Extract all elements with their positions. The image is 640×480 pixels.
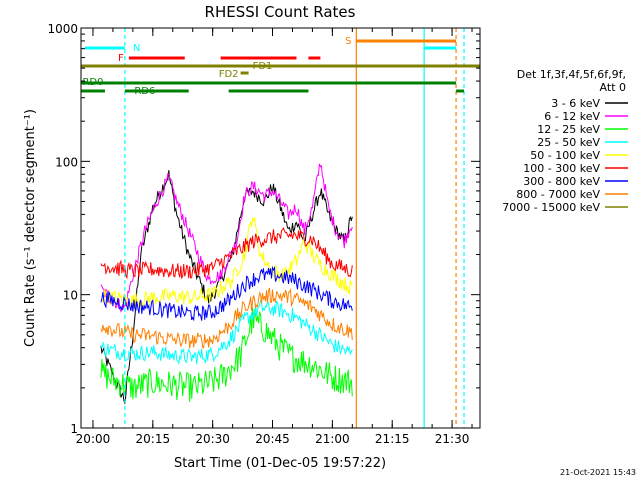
series-line-7 <box>100 265 353 322</box>
x-tick-label-1: 20:00 <box>76 432 111 446</box>
annotation-label-rd0: RD0 <box>82 77 103 88</box>
series-line-3 <box>100 307 353 402</box>
legend-label-8: 800 - 7000 keV <box>516 188 600 201</box>
annotation-label-fd2: FD2 <box>219 69 239 80</box>
axes-layer: 20:00 20:15 20:30 20:45 21:00 21:15 21:30 1 10 10… <box>47 22 481 446</box>
series-layer <box>100 163 353 404</box>
annotation-label-f: F <box>118 53 124 64</box>
annotation-label-fd1: FD1 <box>253 61 273 72</box>
series-line-4 <box>100 298 353 366</box>
y-tick-label-1: 1 <box>70 422 78 436</box>
chart-title: RHESSI Count Rates <box>205 3 356 21</box>
x-tick-label-2: 20:15 <box>136 432 171 446</box>
y-axis-label: Count Rate (s⁻¹ detector segment⁻¹) <box>23 109 38 347</box>
x-tick-label-7: 21:30 <box>435 432 470 446</box>
series-line-8 <box>100 287 353 349</box>
annotation-label-n: N <box>133 43 140 54</box>
y-tick-label-2: 10 <box>63 289 78 303</box>
series-line-6 <box>100 226 353 280</box>
x-tick-label-6: 21:15 <box>375 432 410 446</box>
legend-title-line-1: Det 1f,3f,4f,5f,6f,9f, <box>517 68 626 81</box>
annotation-label-rd6: RD6 <box>134 86 155 97</box>
x-tick-label-5: 21:00 <box>315 432 350 446</box>
legend-label-2: 6 - 12 keV <box>544 110 600 123</box>
timestamp: 21-Oct-2021 15:43 <box>560 468 636 477</box>
legend-label-7: 300 - 800 keV <box>523 175 600 188</box>
plot-frame <box>80 27 481 429</box>
series-line-1 <box>100 170 353 404</box>
annotation-label-s: S <box>345 36 351 47</box>
series-line-5 <box>100 216 353 308</box>
legend-label-4: 25 - 50 keV <box>537 136 600 149</box>
annotation-layer: NF FD1 FD2 RD0 RD6 S <box>81 28 480 428</box>
legend-label-6: 100 - 300 keV <box>523 162 600 175</box>
legend-label-3: 12 - 25 keV <box>537 123 600 136</box>
legend-label-9: 7000 - 15000 keV <box>502 201 600 214</box>
y-tick-label-4: 1000 <box>47 22 78 36</box>
legend: Det 1f,3f,4f,5f,6f,9f, Att 0 3 - 6 keV6 … <box>502 68 628 214</box>
y-tick-label-3: 100 <box>55 155 78 169</box>
legend-title-line-2: Att 0 <box>600 81 626 94</box>
legend-label-1: 3 - 6 keV <box>551 97 600 110</box>
x-tick-label-4: 20:45 <box>255 432 290 446</box>
legend-label-5: 50 - 100 keV <box>530 149 600 162</box>
x-axis-label: Start Time (01-Dec-05 19:57:22) <box>174 456 386 471</box>
x-tick-label-3: 20:30 <box>195 432 230 446</box>
series-line-2 <box>100 163 353 313</box>
